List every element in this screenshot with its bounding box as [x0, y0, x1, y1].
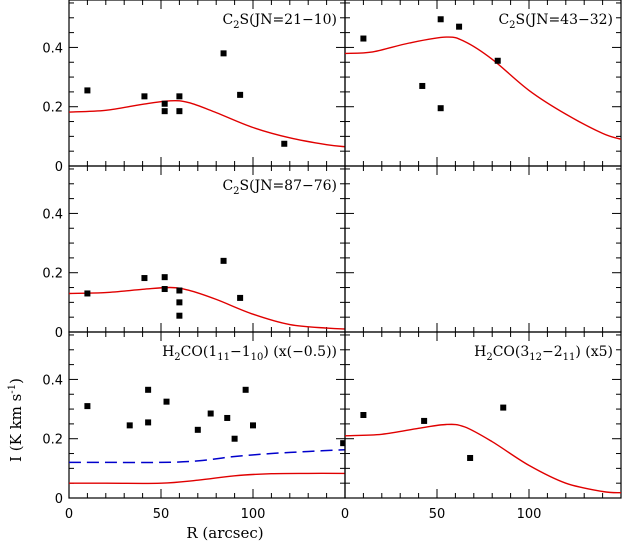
x-tick-label: 50: [429, 507, 446, 522]
model-curve: [69, 286, 345, 330]
data-point: [84, 290, 91, 297]
panel-title: H2CO(312−211) (x5): [474, 344, 613, 363]
x-tick-label: 50: [153, 507, 170, 522]
data-point: [176, 299, 183, 306]
panel-title: H2CO(111−110) (x(−0.5)): [162, 344, 337, 363]
data-point: [145, 419, 152, 426]
panel-3: 0 0.2 0.4 C2S(JN=87−76): [42, 165, 346, 341]
data-point: [340, 440, 345, 447]
data-point: [360, 35, 367, 42]
panel-title: C2S(JN=21−10): [222, 12, 337, 31]
model-curve: [345, 423, 621, 494]
panel-5: 0 50 100 H2CO(312−211) (x5): [341, 331, 622, 522]
y-tick-label: 0.2: [42, 267, 63, 282]
labels-layer: I (K km s-1) R (arcsec): [7, 378, 264, 542]
x-axis-label: R (arcsec): [186, 524, 263, 542]
model-curve: [345, 36, 621, 140]
data-point: [176, 312, 183, 319]
panel-empty: [344, 165, 622, 333]
panel-frame: [344, 165, 622, 333]
data-point: [467, 454, 474, 461]
data-point: [237, 91, 244, 98]
data-point: [141, 93, 148, 100]
panel-4: 0 0.2 0.4 0 50 100 H2CO(111−110) (x(−0.5)): [42, 331, 346, 522]
data-point: [421, 417, 428, 424]
data-point: [231, 435, 238, 442]
model-curve-dashed: [69, 448, 345, 464]
data-point: [161, 286, 168, 293]
y-tick-label: 0: [55, 160, 63, 175]
data-point: [194, 426, 201, 433]
y-tick-label: 0.2: [42, 101, 63, 116]
y-axis-label: I (K km s-1): [7, 378, 25, 462]
data-point: [500, 404, 507, 411]
x-tick-label: 100: [241, 507, 266, 522]
y-tick-label: 0.4: [42, 207, 63, 222]
data-point: [220, 50, 227, 57]
data-point: [494, 57, 501, 64]
data-point: [360, 412, 367, 418]
panel-title: C2S(JN=43−32): [498, 12, 613, 31]
y-tick-label: 0.4: [42, 41, 63, 56]
data-point: [437, 105, 444, 112]
data-point: [176, 108, 183, 115]
panel-1: 0 0.2 0.4 C2S(JN=21−10): [42, 0, 346, 175]
data-point: [250, 422, 256, 429]
data-point: [176, 287, 183, 294]
data-point: [84, 87, 91, 94]
y-tick-label: 0.4: [42, 373, 63, 388]
data-point: [437, 16, 444, 23]
data-point: [161, 108, 168, 115]
data-point: [281, 140, 288, 147]
panels-layer: 0 0.2 0.4 C2S(JN=21−10) C2S(JN=43−32) 0 0.2 0.4…: [42, 0, 622, 522]
data-point: [220, 257, 227, 264]
data-point: [141, 275, 148, 282]
panel-2: C2S(JN=43−32): [344, 0, 622, 167]
data-point: [224, 414, 231, 421]
data-point: [161, 100, 168, 107]
data-point: [84, 403, 91, 410]
x-tick-label: 100: [517, 507, 542, 522]
y-tick-label: 0: [55, 326, 63, 341]
data-point: [126, 422, 133, 429]
data-point: [176, 93, 183, 100]
x-tick-label: 0: [341, 507, 349, 522]
data-point: [163, 398, 170, 405]
data-point: [161, 274, 168, 281]
x-tick-label: 0: [65, 507, 73, 522]
data-point: [237, 294, 244, 301]
data-point: [145, 386, 152, 393]
y-tick-label: 0: [55, 492, 63, 507]
model-curve: [69, 99, 345, 148]
data-point: [207, 410, 214, 417]
y-tick-label: 0.2: [42, 433, 63, 448]
panel-title: C2S(JN=87−76): [222, 178, 337, 197]
model-curve: [69, 472, 345, 485]
data-point: [242, 386, 249, 393]
data-point: [419, 82, 426, 89]
data-point: [456, 23, 463, 30]
